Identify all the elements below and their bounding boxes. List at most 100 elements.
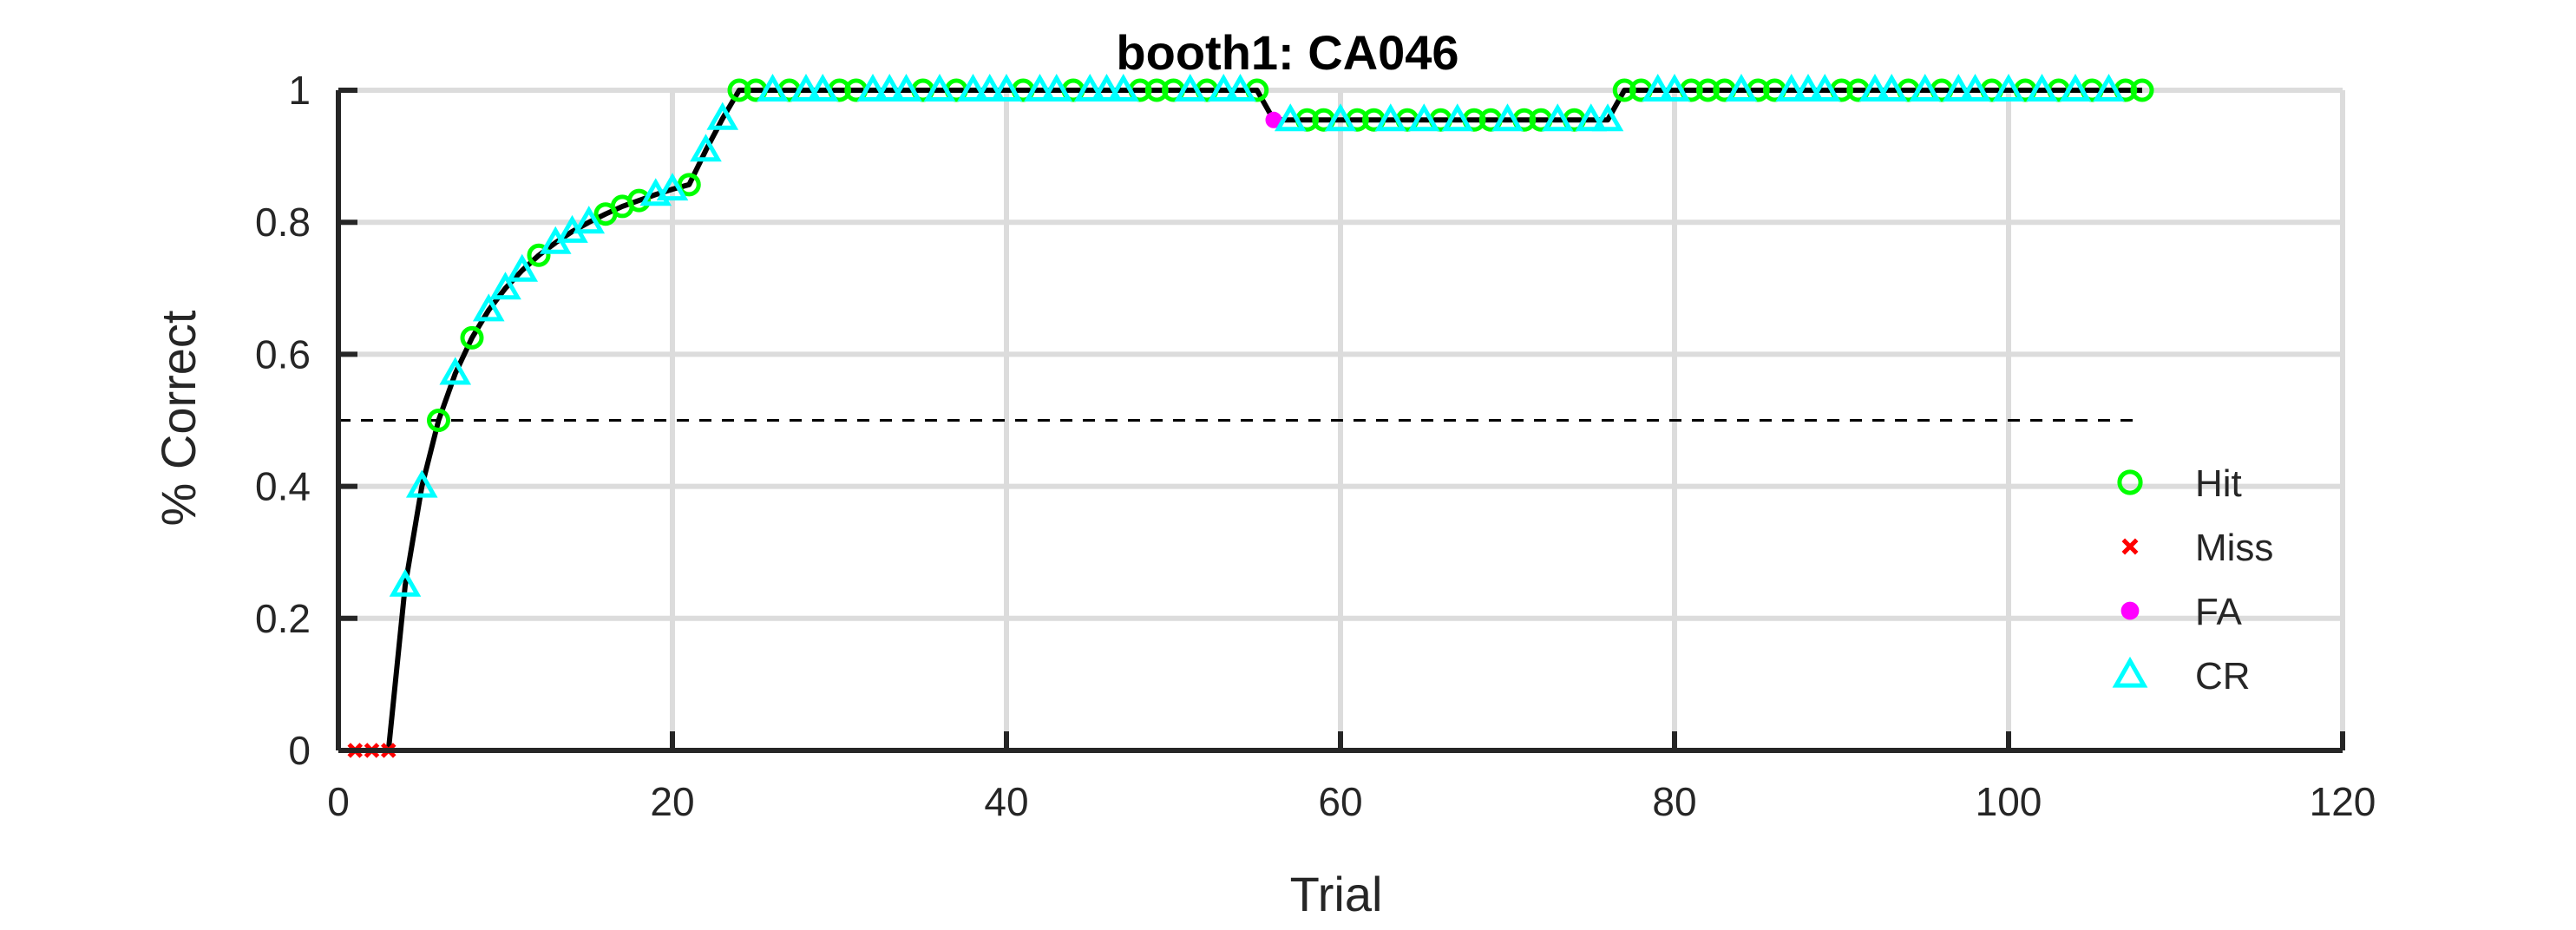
cr-point (790, 73, 823, 102)
cr-point (1875, 73, 1908, 102)
legend-item-miss: Miss (2121, 527, 2273, 569)
hit-point (2130, 78, 2154, 102)
performance-line-group (355, 88, 2142, 753)
cr-point (1324, 103, 1357, 132)
cr-point (506, 253, 539, 282)
cr-point (2026, 73, 2058, 102)
cr-point (405, 469, 438, 498)
cr-point (1792, 73, 1825, 102)
cr-point (1541, 103, 1574, 132)
legend-item-fa: FA (2120, 591, 2242, 633)
cr-point (873, 73, 906, 102)
axes (336, 88, 2345, 753)
hit-point (1144, 78, 1169, 102)
x-tick-label: 60 (1318, 779, 1362, 824)
cr-point (856, 73, 889, 102)
legend: Hit Miss FA CR (2112, 462, 2273, 698)
cr-point (1274, 103, 1307, 132)
legend-label-hit: Hit (2195, 462, 2242, 505)
x-axis-label: Trial (1290, 867, 1383, 921)
cr-point (1040, 73, 1073, 102)
cr-point (439, 357, 472, 385)
hit-point (627, 188, 651, 213)
cr-point (573, 206, 606, 234)
legend-label-miss: Miss (2195, 527, 2273, 569)
y-tick-label: 0.4 (255, 464, 311, 509)
cr-point (1174, 73, 1207, 102)
hit-point (727, 78, 751, 102)
cr-point (1107, 73, 1140, 102)
cr-point (1374, 103, 1407, 132)
cr-point (1207, 73, 1240, 102)
cr-point (690, 134, 722, 162)
cr-point (757, 73, 789, 102)
cr-point (1858, 73, 1891, 102)
hit-point (677, 173, 701, 197)
legend-marker-fa (2120, 601, 2140, 620)
cr-point (890, 73, 922, 102)
cr-point (1024, 73, 1056, 102)
cr-point (1224, 73, 1256, 102)
y-tick-label: 0.6 (255, 331, 311, 377)
cr-point (1658, 73, 1691, 102)
hit-point (1612, 78, 1636, 102)
x-tick-label: 120 (2310, 779, 2376, 824)
hit-point (1696, 78, 1720, 102)
cr-point (2093, 73, 2125, 102)
legend-label-fa: FA (2195, 591, 2242, 633)
legend-label-cr: CR (2195, 655, 2251, 698)
cr-point (1909, 73, 1942, 102)
cr-point (2059, 73, 2092, 102)
cr-point (656, 173, 689, 201)
cr-point (1725, 73, 1758, 102)
legend-marker-miss (2121, 538, 2139, 555)
y-tick-label: 0 (288, 728, 311, 773)
x-tick-label: 80 (1652, 779, 1696, 824)
y-tick-label: 0.2 (255, 596, 311, 641)
cr-point (472, 293, 505, 322)
cr-point (1073, 73, 1106, 102)
cr-point (923, 73, 956, 102)
cr-point (1942, 73, 1975, 102)
y-tick-label: 1 (288, 68, 311, 113)
markers-group (347, 73, 2154, 758)
cr-point (489, 272, 521, 300)
cr-point (1642, 73, 1675, 102)
series-cr (389, 73, 2125, 597)
chart-title: booth1: CA046 (1116, 25, 1458, 80)
cr-point (1491, 103, 1524, 132)
hit-point (460, 325, 484, 350)
cr-point (1775, 73, 1808, 102)
y-tick-label: 0.8 (255, 200, 311, 245)
cr-point (806, 73, 839, 102)
cr-point (957, 73, 989, 102)
cr-point (1091, 73, 1123, 102)
cr-point (1407, 103, 1440, 132)
cr-point (389, 568, 422, 597)
legend-item-hit: Hit (2117, 462, 2242, 505)
cr-point (706, 102, 739, 130)
x-tick-label: 20 (650, 779, 694, 824)
x-tick-label: 0 (327, 779, 350, 824)
cr-point (973, 73, 1006, 102)
series-hit (427, 78, 2154, 432)
hit-point (527, 243, 551, 267)
cr-point (1591, 103, 1624, 132)
cr-point (1959, 73, 1991, 102)
x-tick-label: 100 (1976, 779, 2042, 824)
performance-line (355, 88, 2142, 753)
hit-point (427, 409, 450, 432)
legend-marker-hit (2117, 469, 2143, 495)
legend-marker-cr (2112, 656, 2148, 688)
cr-point (1575, 103, 1608, 132)
legend-item-cr: CR (2112, 655, 2251, 698)
cr-point (990, 73, 1023, 102)
tick-labels: 0 20 40 60 80 100 120 0 0.2 0.4 0.6 0.8 1 (255, 68, 2376, 824)
cr-point (1441, 103, 1474, 132)
x-tick-label: 40 (984, 779, 1028, 824)
cr-point (1808, 73, 1841, 102)
y-axis-label: % Correct (151, 310, 206, 526)
cr-point (1992, 73, 2025, 102)
